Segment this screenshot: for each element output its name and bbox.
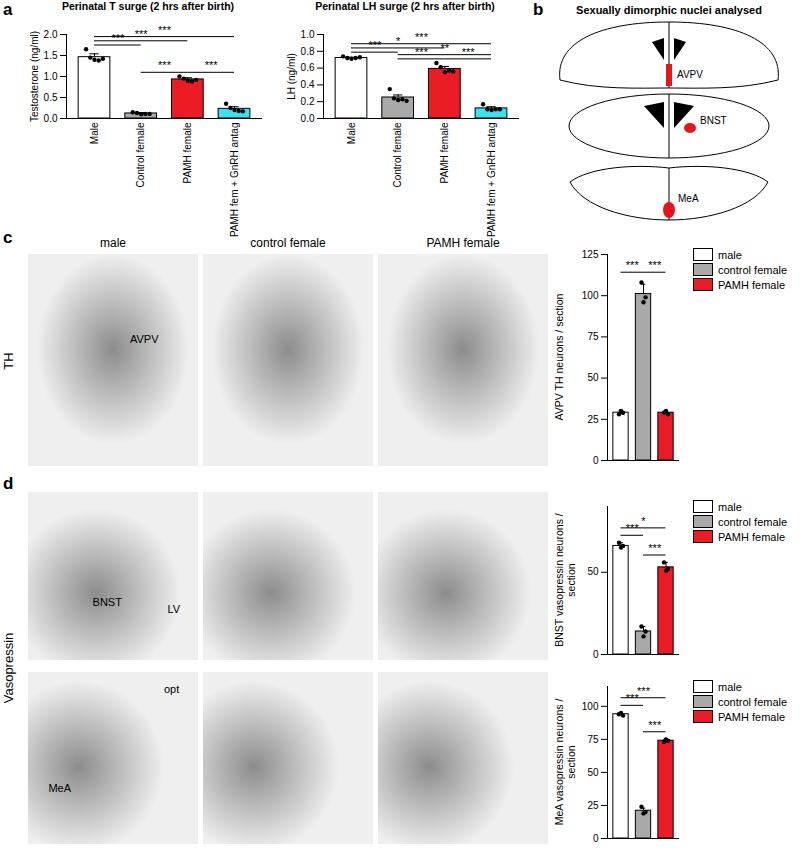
svg-text:***: ***: [158, 59, 172, 71]
html-text:control female: control female: [718, 515, 788, 528]
svg-text:AVPV: AVPV: [130, 333, 159, 345]
svg-text:0: 0: [593, 649, 599, 660]
svg-text:**: **: [441, 42, 450, 54]
svg-text:25: 25: [587, 800, 599, 811]
html-text:control female: control female: [718, 695, 788, 708]
svg-text:50: 50: [587, 767, 599, 778]
svg-text:***: ***: [368, 39, 382, 51]
html-text:TH: TH: [0, 352, 16, 370]
svg-text:0.4: 0.4: [301, 79, 315, 90]
svg-text:***: ***: [111, 32, 125, 44]
svg-text:0.6: 0.6: [301, 62, 315, 73]
html-text:MeA vasopressin neurons / sect: MeA vasopressin neurons / section: [553, 698, 577, 826]
svg-text:PAMH fem + GnRH antag: PAMH fem + GnRH antag: [486, 123, 497, 238]
svg-text:AVPV: AVPV: [677, 69, 703, 80]
svg-text:100: 100: [582, 701, 599, 712]
svg-text:1.5: 1.5: [44, 50, 58, 61]
svg-text:100: 100: [582, 290, 599, 301]
svg-text:***: ***: [415, 46, 429, 58]
svg-text:PAMH female: PAMH female: [182, 122, 193, 183]
svg-text:opt: opt: [164, 683, 179, 695]
svg-text:75: 75: [587, 734, 599, 745]
svg-text:LV: LV: [167, 603, 180, 615]
svg-text:*: *: [641, 515, 646, 527]
svg-text:50: 50: [587, 372, 599, 383]
svg-text:PAMH female: PAMH female: [439, 122, 450, 183]
html-text:PAMH female: PAMH female: [718, 710, 785, 723]
svg-text:25: 25: [587, 414, 599, 425]
svg-text:0.5: 0.5: [44, 92, 58, 103]
html-text:c: c: [3, 228, 13, 247]
html-text:Vasopressin: Vasopressin: [0, 632, 16, 704]
svg-text:***: ***: [637, 685, 651, 697]
svg-text:0.8: 0.8: [301, 46, 315, 57]
svg-text:2.0: 2.0: [44, 29, 58, 40]
html-text:b: b: [533, 0, 544, 19]
html-text:male: male: [718, 500, 742, 513]
svg-text:Male: Male: [346, 122, 357, 144]
svg-text:0: 0: [593, 833, 599, 844]
svg-text:0.0: 0.0: [301, 113, 315, 124]
svg-text:***: ***: [648, 719, 662, 731]
svg-text:BNST: BNST: [700, 115, 727, 126]
svg-text:LH (ng/ml): LH (ng/ml): [286, 53, 297, 100]
svg-text:MeA: MeA: [678, 193, 699, 204]
svg-text:50: 50: [587, 566, 599, 577]
html-text:control female: control female: [718, 263, 788, 276]
svg-text:***: ***: [135, 28, 149, 40]
svg-text:***: ***: [648, 259, 662, 271]
svg-text:Male: Male: [89, 122, 100, 144]
html-text:AVPV TH neurons / section: AVPV TH neurons / section: [553, 293, 565, 421]
svg-text:MeA: MeA: [48, 782, 71, 794]
svg-text:***: ***: [648, 542, 662, 554]
svg-text:0: 0: [593, 455, 599, 466]
html-text:PAMH female: PAMH female: [426, 236, 500, 250]
svg-text:Testosterone (ng/ml): Testosterone (ng/ml): [29, 31, 40, 122]
html-text:Perinatal LH surge (2 hrs afte: Perinatal LH surge (2 hrs after birth): [315, 0, 495, 12]
svg-text:1.0: 1.0: [44, 71, 58, 82]
html-text:male: male: [718, 248, 742, 261]
svg-text:0.0: 0.0: [44, 113, 58, 124]
html-text:PAMH female: PAMH female: [718, 530, 785, 543]
svg-text:0.2: 0.2: [301, 96, 315, 107]
svg-text:Sexually dimorphic nuclei anal: Sexually dimorphic nuclei analysed: [576, 4, 762, 16]
svg-text:***: ***: [626, 259, 640, 271]
html-text:Perinatal T surge (2 hrs after: Perinatal T surge (2 hrs after birth): [61, 0, 235, 12]
svg-text:Control female: Control female: [135, 122, 146, 187]
html-text:control female: control female: [250, 236, 326, 250]
svg-text:125: 125: [582, 249, 599, 260]
html-text:male: male: [100, 236, 126, 250]
html-text:a: a: [3, 0, 13, 19]
svg-text:Control female: Control female: [392, 122, 403, 187]
svg-text:***: ***: [415, 31, 429, 43]
svg-text:***: ***: [158, 24, 172, 36]
svg-text:1.0: 1.0: [301, 29, 315, 40]
html-text:BNST vasopressin neurons / sec: BNST vasopressin neurons / section: [553, 513, 577, 647]
svg-text:*: *: [396, 35, 401, 47]
html-text:PAMH female: PAMH female: [718, 278, 785, 291]
html-text:male: male: [718, 680, 742, 693]
svg-text:***: ***: [626, 522, 640, 534]
svg-text:75: 75: [587, 331, 599, 342]
svg-text:***: ***: [205, 59, 219, 71]
svg-text:PAMH fem + GnRH antag: PAMH fem + GnRH antag: [229, 123, 240, 238]
svg-text:***: ***: [462, 46, 476, 58]
svg-text:BNST: BNST: [93, 596, 123, 608]
html-text:d: d: [3, 474, 14, 493]
